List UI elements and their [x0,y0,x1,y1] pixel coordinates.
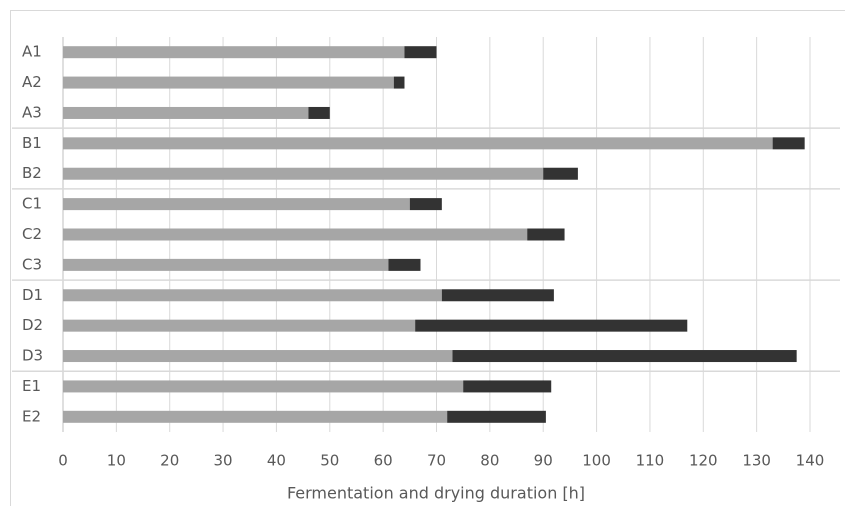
y-tick-label: D3 [22,347,43,365]
x-tick-label: 0 [58,452,68,470]
y-tick-label: D1 [22,286,43,304]
bar-segment [441,289,554,302]
bar-segment [63,258,389,271]
x-tick-label: 130 [742,452,771,470]
bar-segment [63,228,528,241]
bar-segment [404,46,437,59]
bar-segment [63,137,773,150]
y-tick-label: E2 [22,407,41,425]
bar-segment [63,289,442,302]
bar-segment [308,106,330,119]
y-tick-label: A1 [22,43,42,61]
x-tick-label: 60 [374,452,393,470]
y-tick-label: A3 [22,103,42,121]
y-tick-label: C2 [22,225,42,243]
x-tick-label: 90 [534,452,553,470]
x-tick-label: 20 [160,452,179,470]
bar-segment [63,350,453,363]
bar-segment [452,350,797,363]
x-tick-label: 80 [480,452,499,470]
x-tick-label: 50 [320,452,339,470]
x-tick-label: 140 [796,452,825,470]
bar-segment [63,167,544,180]
x-tick-label: 110 [636,452,665,470]
bar-segment [409,198,442,211]
bar-segment [63,76,394,89]
bar-segment [388,258,421,271]
y-tick-label: E1 [22,377,41,395]
x-axis-title: Fermentation and drying duration [h] [287,484,585,503]
bar-segment [527,228,565,241]
bar-segment [772,137,805,150]
y-tick-label: D2 [22,316,43,334]
y-tick-label: C3 [22,255,42,273]
y-tick-label: B1 [22,134,42,152]
x-tick-label: 70 [427,452,446,470]
bar-segment [463,380,552,393]
bar-segment [63,46,405,59]
bar-segment [63,106,309,119]
x-tick-label: 120 [689,452,718,470]
x-tick-label: 100 [582,452,611,470]
chart-frame [10,10,845,506]
y-tick-label: C1 [22,195,42,213]
y-tick-label: B2 [22,164,42,182]
y-tick-label: A2 [22,73,42,91]
bar-segment [63,410,448,423]
x-tick-label: 10 [107,452,126,470]
bar-segment [63,198,410,211]
bar-segment [447,410,546,423]
bar-segment [63,380,464,393]
bar-segment [63,319,416,332]
bar-segment [415,319,688,332]
bar-segment [543,167,578,180]
bar-segment [393,76,405,89]
x-tick-label: 40 [267,452,286,470]
x-tick-label: 30 [214,452,233,470]
